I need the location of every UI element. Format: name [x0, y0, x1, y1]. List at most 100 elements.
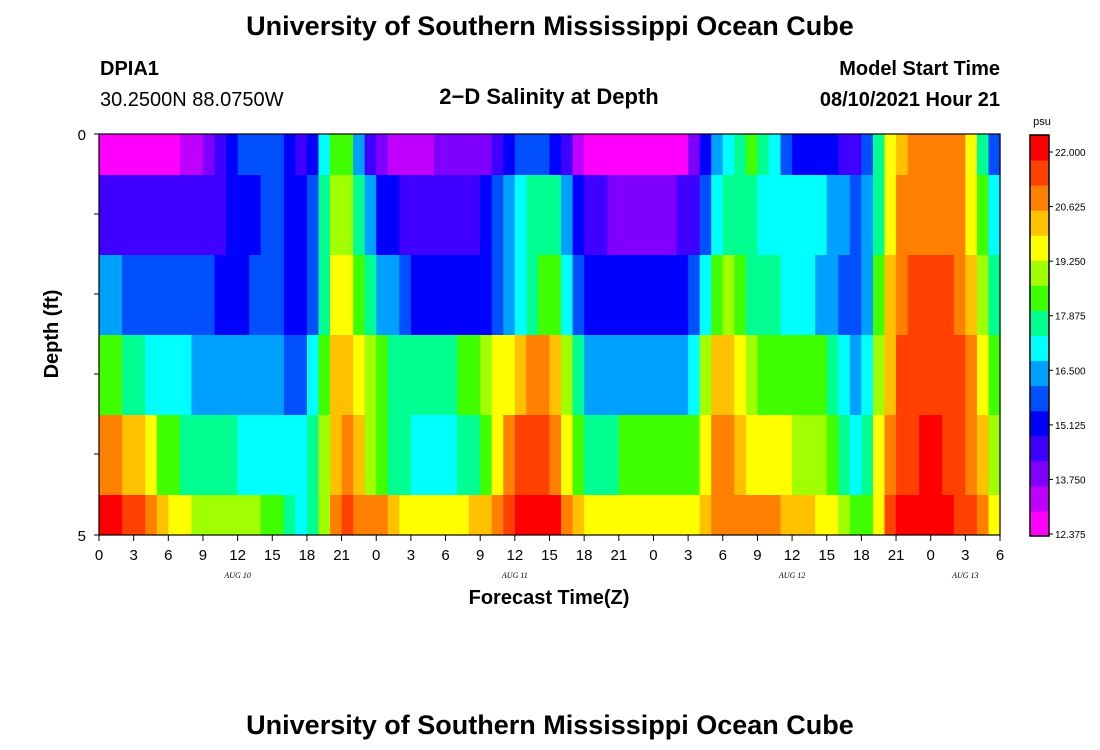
colorbar-segment — [1030, 185, 1049, 211]
heatmap-cell — [549, 134, 562, 175]
heatmap-cell — [445, 175, 458, 255]
heatmap-cell — [353, 134, 366, 175]
heatmap-cell — [965, 415, 978, 495]
heatmap-cell — [480, 134, 493, 175]
heatmap-cell — [364, 134, 377, 175]
colorbar-segment — [1030, 485, 1049, 512]
heatmap-cell — [260, 255, 273, 335]
x-tick-label: 9 — [476, 547, 484, 564]
heatmap-cell — [953, 415, 966, 495]
heatmap-cell — [896, 335, 909, 415]
heatmap-cell — [249, 134, 262, 175]
heatmap-cell — [376, 415, 389, 495]
heatmap-cell — [872, 415, 886, 495]
heatmap-cell — [399, 255, 412, 335]
heatmap-cell — [549, 415, 562, 495]
heatmap-cell — [179, 335, 193, 415]
heatmap-cell — [861, 255, 874, 335]
heatmap-cell — [491, 175, 504, 255]
heatmap-cell — [930, 134, 943, 175]
heatmap-cell — [399, 175, 412, 255]
heatmap-cell — [272, 134, 285, 175]
heatmap-cell — [884, 255, 897, 335]
heatmap-cell — [699, 495, 712, 535]
heatmap-cell — [607, 335, 620, 415]
heatmap-cell — [676, 134, 689, 175]
x-tick-label: 9 — [199, 547, 207, 564]
heatmap-cell — [202, 134, 216, 175]
heatmap-cell — [410, 255, 424, 335]
heatmap-cell — [133, 175, 146, 255]
heatmap-cell — [457, 495, 470, 535]
model-start-time: 08/10/2021 Hour 21 — [820, 89, 1000, 111]
colorbar-segment — [1030, 385, 1049, 412]
heatmap-cell — [734, 415, 747, 495]
colorbar-segment — [1030, 260, 1049, 286]
heatmap-cell — [711, 495, 724, 535]
heatmap-cell — [514, 335, 527, 415]
colorbar-segment — [1030, 435, 1049, 462]
model-start-label: Model Start Time — [839, 58, 1000, 80]
heatmap-cell — [237, 134, 250, 175]
heatmap-cell — [607, 415, 620, 495]
heatmap-cell — [595, 495, 608, 535]
heatmap-cell — [191, 134, 204, 175]
heatmap-cell — [792, 415, 805, 495]
heatmap-cell — [688, 495, 701, 535]
heatmap-cell — [699, 175, 712, 255]
heatmap-cell — [849, 495, 862, 535]
heatmap-cell — [930, 175, 943, 255]
colorbar: 22.000 20.625 19.250 17.875 16.500 15.125 13.7… — [1029, 134, 1086, 541]
colorbar-tick-label: 19.250 — [1055, 257, 1086, 268]
colorbar-tick-label: 12.375 — [1055, 530, 1086, 541]
heatmap-cell — [468, 175, 481, 255]
heatmap-cell — [110, 175, 123, 255]
x-tick-label: 3 — [129, 547, 137, 564]
heatmap-cell — [907, 255, 920, 335]
heatmap-cell — [861, 335, 874, 415]
heatmap-cell — [953, 255, 966, 335]
heatmap-cell — [572, 335, 585, 415]
x-tick-label: 6 — [164, 547, 172, 564]
heatmap-cell — [295, 255, 308, 335]
heatmap-cell — [607, 255, 620, 335]
heatmap-cell — [561, 175, 574, 255]
heatmap-cell — [110, 134, 123, 175]
heatmap-cell — [122, 134, 135, 175]
heatmap-cell — [849, 415, 862, 495]
heatmap-cell — [410, 175, 424, 255]
heatmap-cell — [665, 175, 678, 255]
heatmap-cell — [826, 335, 839, 415]
heatmap-cell — [988, 134, 1001, 175]
heatmap-cell — [283, 415, 296, 495]
heatmap-cell — [653, 255, 666, 335]
heatmap-cell — [376, 175, 389, 255]
heatmap-cell — [965, 134, 978, 175]
heatmap-cell — [445, 495, 458, 535]
heatmap-cell — [145, 415, 158, 495]
heatmap-cell — [584, 415, 597, 495]
heatmap-cell — [572, 415, 585, 495]
heatmap-cell — [468, 495, 481, 535]
heatmap-cell — [826, 415, 839, 495]
heatmap-cell — [387, 495, 400, 535]
heatmap-cell — [191, 495, 204, 535]
heatmap-cell — [711, 255, 724, 335]
heatmap-cell — [930, 335, 943, 415]
heatmap-cell — [364, 415, 377, 495]
heatmap-cell — [353, 415, 366, 495]
heatmap-cell — [953, 495, 966, 535]
heatmap-cell — [330, 175, 343, 255]
heatmap-cell — [803, 255, 816, 335]
heatmap-cell — [156, 175, 169, 255]
heatmap-cell — [272, 335, 285, 415]
heatmap-cell — [422, 495, 435, 535]
colorbar-tick-label: 20.625 — [1055, 203, 1086, 214]
heatmap-cell — [202, 495, 216, 535]
heatmap-cell — [549, 255, 562, 335]
heatmap-cell — [942, 495, 955, 535]
heatmap-cell — [572, 255, 585, 335]
heatmap-cell — [433, 335, 447, 415]
heatmap-cell — [526, 175, 539, 255]
colorbar-unit: psu — [1033, 116, 1051, 128]
